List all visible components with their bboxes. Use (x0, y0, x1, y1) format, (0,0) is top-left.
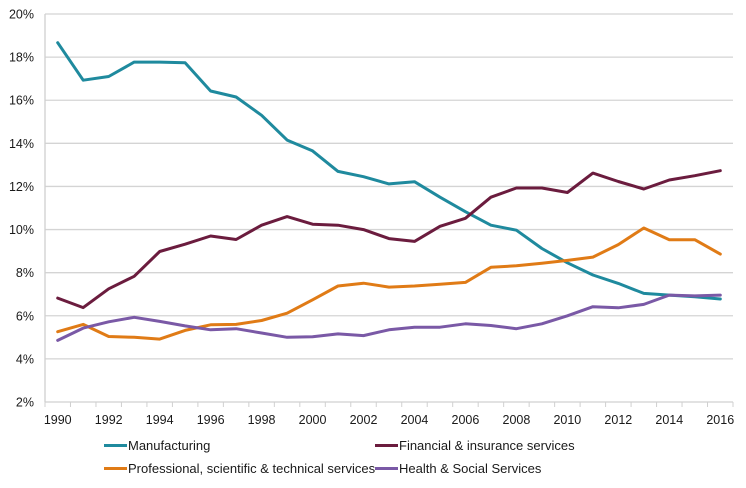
x-tick-label: 1994 (146, 413, 174, 427)
y-tick-label: 4% (16, 352, 34, 366)
y-tick-label: 20% (9, 8, 34, 22)
x-tick-label: 2016 (706, 413, 734, 427)
legend-label-manufacturing: Manufacturing (128, 438, 211, 453)
legend-label-health: Health & Social Services (399, 461, 542, 476)
x-tick-label: 2000 (299, 413, 327, 427)
x-tick-label: 2008 (503, 413, 531, 427)
y-tick-label: 12% (9, 180, 34, 194)
legend-swatch-health (375, 467, 398, 470)
legend-item-financial: Financial & insurance services (375, 438, 575, 453)
legend-item-health: Health & Social Services (375, 461, 541, 476)
axes (44, 14, 734, 407)
x-tick-label: 2010 (553, 413, 581, 427)
x-tick-label: 1992 (95, 413, 123, 427)
y-axis-ticks: 2% 4% 6% 8% 10% 12% 14% 16% 18% 20% (9, 8, 34, 410)
x-tick-label: 1996 (197, 413, 225, 427)
y-tick-label: 10% (9, 223, 34, 237)
x-tick-label: 2014 (655, 413, 683, 427)
legend-item-manufacturing: Manufacturing (104, 438, 210, 453)
gridlines (45, 13, 733, 360)
y-tick-label: 16% (9, 94, 34, 108)
y-tick-label: 6% (16, 309, 34, 323)
series-line-manufacturing (56, 41, 722, 301)
legend-label-financial: Financial & insurance services (399, 438, 575, 453)
legend-swatch-manufacturing (104, 444, 127, 447)
series-line-health-social-services (56, 293, 722, 342)
x-tick-label: 1998 (248, 413, 276, 427)
series-line-professional-scientific-technical-services (56, 226, 722, 341)
series-line-financial-insurance-services (56, 169, 722, 310)
legend-swatch-professional (104, 467, 127, 470)
x-tick-label: 2012 (604, 413, 632, 427)
legend-item-professional: Professional, scientific & technical ser… (104, 461, 375, 476)
x-tick-label: 2006 (452, 413, 480, 427)
x-tick-label: 2004 (401, 413, 429, 427)
y-tick-label: 8% (16, 266, 34, 280)
legend-swatch-financial (375, 444, 398, 447)
series-lines (56, 41, 722, 342)
x-tick-label: 1990 (44, 413, 72, 427)
y-tick-label: 14% (9, 137, 34, 151)
y-tick-label: 2% (16, 396, 34, 410)
legend-label-professional: Professional, scientific & technical ser… (128, 461, 376, 476)
y-tick-label: 18% (9, 51, 34, 65)
x-tick-label: 2002 (350, 413, 378, 427)
x-axis-ticks: 1990 1992 1994 1996 1998 2000 2002 2004 2006 2008… (44, 413, 734, 427)
